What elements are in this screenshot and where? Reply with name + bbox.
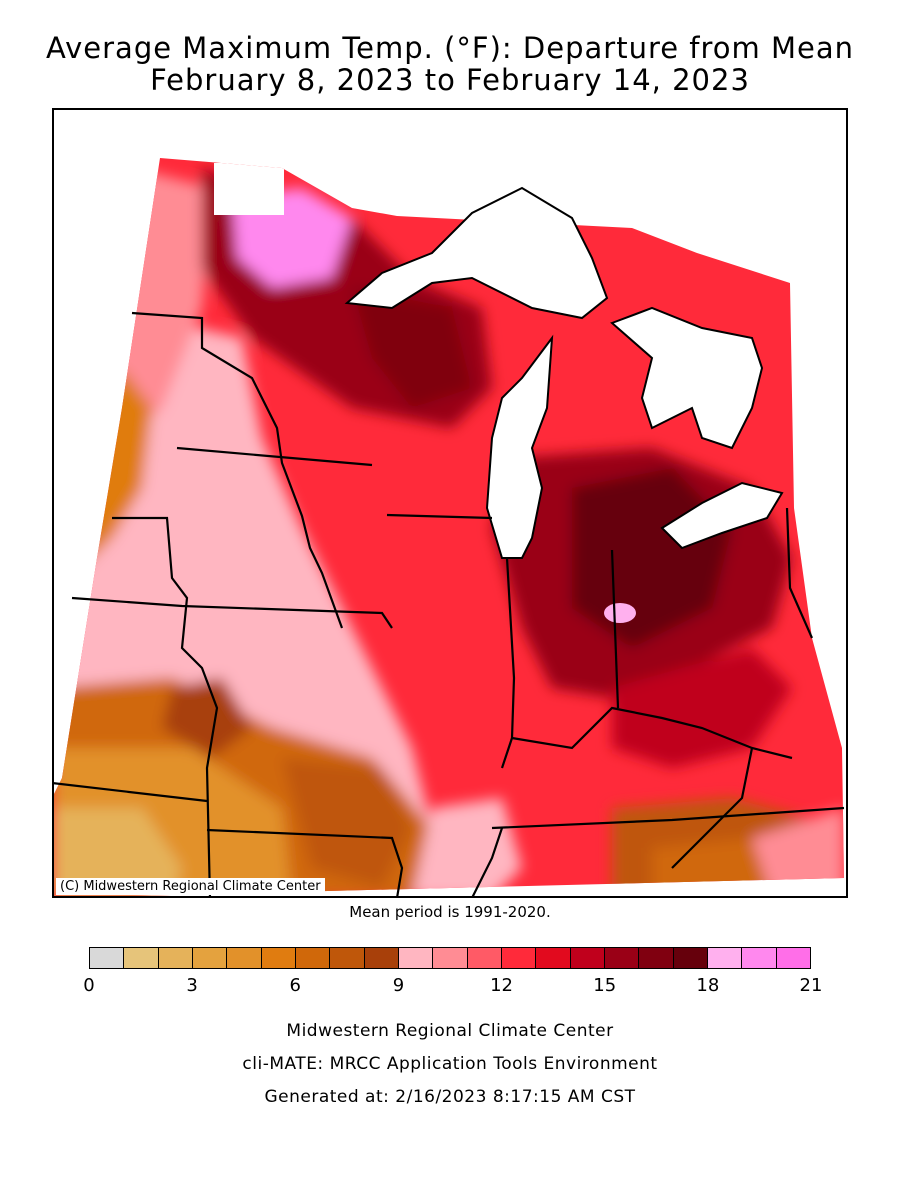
legend-swatch [90, 948, 125, 968]
legend-swatch [227, 948, 262, 968]
legend-swatch [776, 948, 810, 968]
legend-tick-label: 9 [392, 975, 405, 996]
map-frame [52, 108, 848, 898]
legend-tick-label: 3 [186, 975, 198, 996]
map-credit: (C) Midwestern Regional Climate Center [56, 878, 325, 895]
legend-swatch [673, 948, 708, 968]
legend-tick-label: 15 [593, 975, 617, 996]
legend-tick-label: 12 [490, 975, 514, 996]
map-title-line2: February 8, 2023 to February 14, 2023 [150, 63, 750, 97]
legend-swatch [570, 948, 605, 968]
legend-ticks: 0 3 6 9 12 15 18 21 [83, 975, 822, 999]
legend-tick-label: 0 [83, 975, 95, 996]
footer-organization: Midwestern Regional Climate Center [286, 1021, 614, 1041]
legend-swatch [295, 948, 331, 968]
legend-swatch [742, 948, 777, 968]
legend-swatch [467, 948, 502, 968]
legend-swatch [192, 948, 228, 968]
legend-tick-label: 21 [799, 975, 823, 996]
great-lakes [344, 186, 784, 559]
legend-swatch [261, 948, 296, 968]
footer-generated-time: Generated at: 2/16/2023 8:17:15 AM CST [264, 1087, 636, 1107]
legend-tick-label: 18 [696, 975, 720, 996]
temperature-departure-map [52, 108, 848, 898]
legend-swatch [433, 948, 468, 968]
legend-swatch [604, 948, 640, 968]
legend-swatch [158, 948, 193, 968]
legend-swatch [330, 948, 365, 968]
legend-swatch [639, 948, 674, 968]
legend-swatch [124, 948, 159, 968]
legend-tick-label: 6 [289, 975, 302, 996]
legend-swatch [501, 948, 537, 968]
map-title-line1: Average Maximum Temp. (°F): Departure fr… [45, 31, 855, 65]
legend-swatch [536, 948, 571, 968]
legend-swatch [707, 948, 743, 968]
mean-period-note: Mean period is 1991-2020. [349, 903, 551, 921]
legend-swatch [398, 948, 434, 968]
color-legend [89, 947, 811, 969]
state-boundaries [52, 311, 845, 898]
footer-application: cli-MATE: MRCC Application Tools Environ… [242, 1054, 658, 1074]
legend-swatch [364, 948, 399, 968]
